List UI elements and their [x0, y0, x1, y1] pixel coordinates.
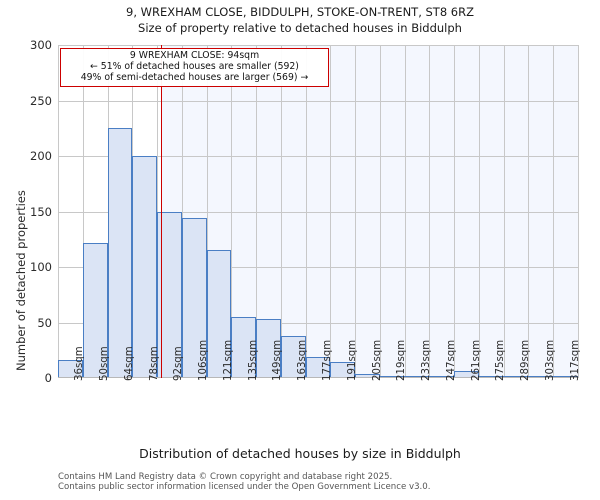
x-axis-tick-label: 36sqm: [74, 346, 86, 381]
property-marker-line: [160, 45, 163, 378]
x-axis-tick-label: 121sqm: [222, 339, 234, 381]
grid-line-vertical: [206, 45, 208, 378]
chart-title-line1: 9, WREXHAM CLOSE, BIDDULPH, STOKE-ON-TRE…: [126, 5, 474, 19]
grid-line-horizontal: [58, 211, 578, 213]
histogram-bar: [107, 128, 133, 378]
grid-line-vertical: [429, 45, 431, 378]
x-axis-tick-label: 275sqm: [495, 339, 507, 381]
grid-line-vertical: [379, 45, 381, 378]
footer-line1: Contains HM Land Registry data © Crown c…: [58, 472, 393, 482]
grid-line-vertical: [82, 45, 84, 378]
grid-line-horizontal: [58, 322, 578, 324]
grid-line-horizontal: [58, 100, 578, 102]
x-axis-tick-label: 247sqm: [445, 339, 457, 381]
y-axis-tick-label: 250: [30, 93, 52, 108]
annotation-line3: 49% of semi-detached houses are larger (…: [80, 71, 309, 83]
x-axis-tick-label: 261sqm: [470, 339, 482, 381]
grid-line-vertical: [256, 45, 258, 378]
property-annotation-box: 9 WREXHAM CLOSE: 94sqm ← 51% of detached…: [60, 48, 329, 88]
x-axis-tick-label: 92sqm: [173, 346, 185, 381]
grid-line-vertical: [553, 45, 555, 378]
x-axis-tick-label: 106sqm: [198, 339, 210, 381]
plot-area: [58, 45, 579, 378]
y-axis-tick-label: 50: [37, 315, 52, 330]
x-axis-tick-label: 149sqm: [272, 339, 284, 381]
x-axis-tick-label: 135sqm: [247, 339, 259, 381]
grid-line-horizontal: [58, 45, 578, 46]
y-axis-tick-labels: 0 50 100 150 200 250 300: [0, 38, 52, 385]
x-axis-tick-label: 317sqm: [569, 339, 581, 381]
annotation-line1: 9 WREXHAM CLOSE: 94sqm: [129, 50, 260, 61]
x-axis-tick-label: 50sqm: [99, 346, 111, 381]
grid-line-vertical: [454, 45, 456, 378]
histogram-bar: [256, 319, 281, 378]
annotation-line2: ← 51% of detached houses are smaller (59…: [90, 60, 299, 72]
y-axis-tick-label: 0: [44, 371, 52, 385]
x-axis-tick-label: 177sqm: [322, 339, 333, 381]
y-axis-tick-label: 200: [30, 149, 52, 163]
footer-attribution: Contains HM Land Registry data © Crown c…: [58, 472, 598, 493]
grid-line-vertical: [280, 45, 282, 378]
y-axis-title: Number of detached properties: [14, 190, 28, 371]
grid-line-vertical: [528, 45, 530, 378]
x-axis-tick-label: 163sqm: [297, 339, 309, 381]
x-axis-tick-label: 289sqm: [520, 339, 532, 381]
grid-line-vertical: [181, 45, 183, 378]
grid-line-vertical: [478, 45, 480, 378]
grid-line-vertical: [58, 45, 59, 378]
grid-line-vertical: [503, 45, 505, 378]
x-axis-tick-labels: 36sqm 50sqm 64sqm 78sqm 92sqm 106sqm 121sqm 135…: [58, 340, 580, 441]
histogram-bar: [82, 242, 108, 378]
grid-line-vertical: [231, 45, 233, 378]
x-axis-tick-label: 64sqm: [123, 346, 135, 381]
grid-line-horizontal: [58, 156, 578, 157]
grid-line-vertical: [330, 45, 332, 378]
footer-line2: Contains public sector information licen…: [58, 482, 431, 493]
histogram-bar: [132, 156, 158, 378]
grid-line-vertical: [578, 45, 579, 378]
histogram-bar: [231, 316, 257, 378]
grid-line-vertical: [305, 45, 307, 378]
x-axis-tick-label: 233sqm: [421, 339, 433, 381]
y-axis-tick-label: 300: [30, 38, 52, 52]
x-axis-tick-label: 219sqm: [396, 339, 408, 381]
x-axis-tick-label: 191sqm: [346, 339, 358, 381]
y-axis-tick-label: 150: [30, 204, 52, 219]
x-axis-tick-label: 303sqm: [544, 339, 556, 381]
x-axis-tick-label: 205sqm: [371, 339, 383, 381]
x-axis-tick-label: 78sqm: [148, 346, 160, 381]
x-axis-title: Distribution of detached houses by size …: [139, 446, 461, 461]
chart-title-line2: Size of property relative to detached ho…: [138, 21, 462, 35]
chart-titles: 9, WREXHAM CLOSE, BIDDULPH, STOKE-ON-TRE…: [0, 4, 600, 36]
grid-line-vertical: [404, 45, 406, 378]
y-axis-tick-label: 100: [30, 260, 52, 274]
grid-line-horizontal: [58, 267, 578, 268]
grid-line-vertical: [355, 45, 357, 378]
histogram-bar: [206, 250, 232, 378]
